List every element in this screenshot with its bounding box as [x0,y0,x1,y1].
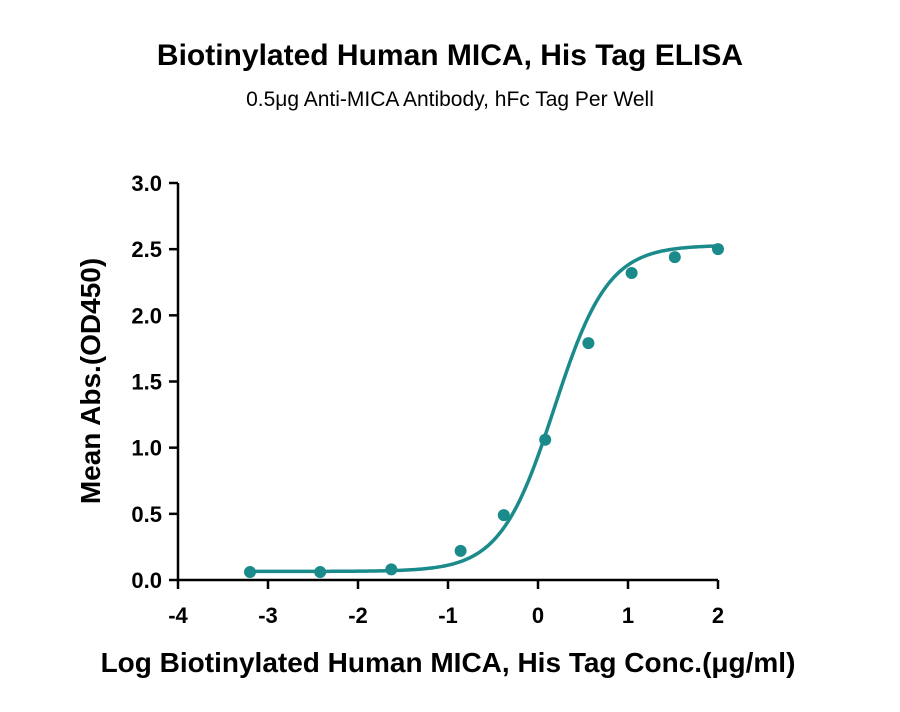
data-point [539,433,552,446]
data-point [314,566,327,579]
data-point [712,243,724,256]
y-tick-label: 0.5 [131,502,162,527]
x-tick-label: 0 [532,603,544,628]
fit-curve-layer [248,244,720,574]
x-tick-label: -4 [168,603,188,628]
data-point [244,566,256,579]
y-tick-label: 1.0 [131,436,162,461]
x-axis-label: Log Biotinylated Human MICA, His Tag Con… [101,647,796,678]
x-tick-label: -2 [348,603,368,628]
chart-subtitle: 0.5μg Anti-MICA Antibody, hFc Tag Per We… [246,88,654,111]
y-tick-label: 3.0 [131,171,162,196]
fit-curve [248,244,720,574]
plot-area: 0.0 0.5 1.0 1.5 2.0 2.5 3.0 -4 -3 -2 -1 0 1 2 [131,171,724,628]
y-tick-label: 2.5 [131,237,162,262]
y-axis-label: Mean Abs.(OD450) [75,258,106,504]
data-points [244,243,724,579]
chart-title: Biotinylated Human MICA, His Tag ELISA [157,39,743,72]
x-tick-label: 1 [622,603,634,628]
data-point [582,337,595,350]
x-tick-label: 2 [712,603,724,628]
y-tick-label: 2.0 [131,303,162,328]
data-point [497,509,510,522]
x-tick-label: -3 [258,603,278,628]
data-point [625,266,638,279]
y-axis: 0.0 0.5 1.0 1.5 2.0 2.5 3.0 [131,171,180,593]
data-point [668,251,681,264]
y-tick-label: 1.5 [131,370,162,395]
data-point [385,563,398,576]
y-tick-label: 0.0 [131,568,162,593]
x-tick-label: -1 [438,603,458,628]
x-axis: -4 -3 -2 -1 0 1 2 [168,578,724,628]
data-point [454,544,467,557]
